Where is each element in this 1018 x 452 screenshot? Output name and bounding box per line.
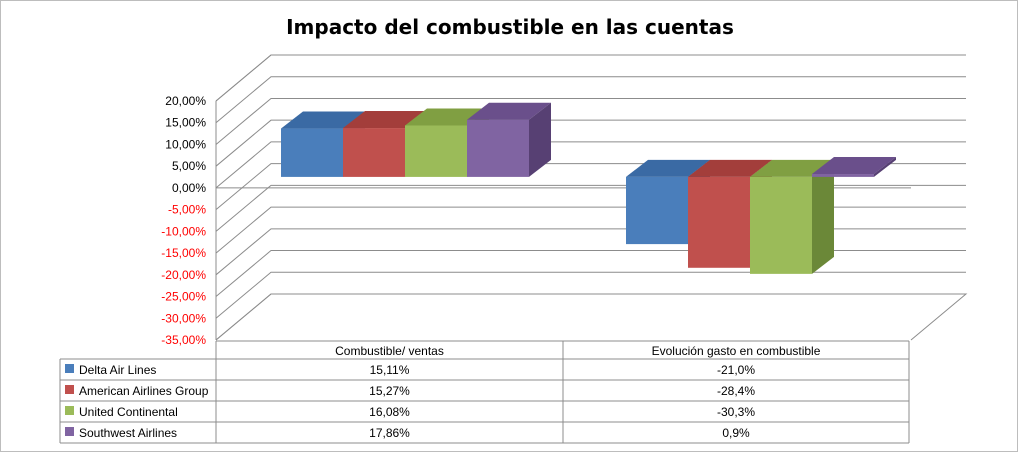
bar-1-2 (750, 159, 834, 274)
bar-top (281, 111, 365, 129)
gridline (215, 119, 966, 167)
y-tick-label: -10,00% (161, 224, 206, 238)
bars (281, 102, 896, 274)
y-tick-label: -15,00% (161, 246, 206, 260)
table-header-category: Evolución gasto en combustible (652, 344, 821, 358)
legend-swatch (65, 385, 74, 394)
bar-front (688, 176, 750, 268)
table-value: 15,27% (369, 384, 410, 398)
bar-top (467, 102, 551, 120)
bar-side (529, 102, 551, 177)
gridline (215, 141, 966, 189)
bar-front (812, 174, 874, 177)
gridline (215, 97, 966, 145)
y-tick-label: -5,00% (168, 203, 206, 217)
table-value: 17,86% (369, 426, 410, 440)
bar-top (750, 159, 834, 177)
gridline (215, 271, 966, 319)
y-tick-label: 0,00% (172, 181, 206, 195)
bar-side (874, 157, 896, 177)
chart-title: Impacto del combustible en las cuentas (286, 15, 734, 39)
legend-label: American Airlines Group (79, 384, 209, 398)
bar-1-3 (812, 157, 896, 177)
bar-0-3 (467, 102, 551, 177)
bar-front (626, 176, 688, 245)
table-value: 0,9% (722, 426, 750, 440)
chart-walls (215, 54, 968, 341)
legend-swatch (65, 364, 74, 373)
y-tick-label: 10,00% (165, 137, 206, 151)
gridline (215, 206, 966, 254)
table-value: 15,11% (370, 363, 410, 377)
gridline (215, 184, 966, 232)
bar-front (281, 128, 343, 177)
legend-label: Southwest Airlines (79, 426, 177, 440)
bar-front (467, 119, 529, 177)
back-wall-top (215, 54, 966, 102)
gridline (215, 250, 966, 297)
gridline (215, 54, 966, 102)
legend-label: United Continental (79, 405, 178, 419)
bar-top (688, 159, 772, 177)
legend-swatch (65, 427, 74, 436)
bar-top (343, 111, 427, 129)
gridline (215, 228, 966, 276)
legend-swatch (65, 406, 74, 415)
y-tick-label: 5,00% (172, 159, 206, 173)
y-axis-ticks: 20,00% 15,00% 10,00% 5,00% 0,00% -5,00% -10,00… (161, 94, 206, 347)
legend-label: Delta Air Lines (79, 363, 156, 377)
table-value: -21,0% (717, 363, 755, 377)
bar-top (812, 157, 896, 175)
gridline (215, 76, 966, 124)
gridlines (215, 54, 966, 341)
gridline (215, 293, 966, 341)
bar-front (750, 176, 812, 274)
table-header-category: Combustible/ ventas (335, 344, 444, 358)
y-tick-label: -30,00% (161, 311, 206, 325)
bar-front (405, 125, 467, 177)
bar-side (812, 159, 834, 274)
y-tick-label: -20,00% (161, 268, 206, 282)
table-value: 16,08% (369, 405, 410, 419)
bar-top (626, 159, 710, 177)
y-tick-label: 15,00% (165, 116, 206, 130)
data-table: Combustible/ ventas Evolución gasto en co… (59, 340, 910, 444)
y-tick-label: -35,00% (161, 333, 206, 347)
floor (215, 293, 968, 341)
y-tick-label: 20,00% (165, 94, 206, 108)
y-tick-label: -25,00% (161, 290, 206, 304)
table-value: -30,3% (717, 405, 755, 419)
table-value: -28,4% (717, 384, 755, 398)
bar-front (343, 128, 405, 177)
